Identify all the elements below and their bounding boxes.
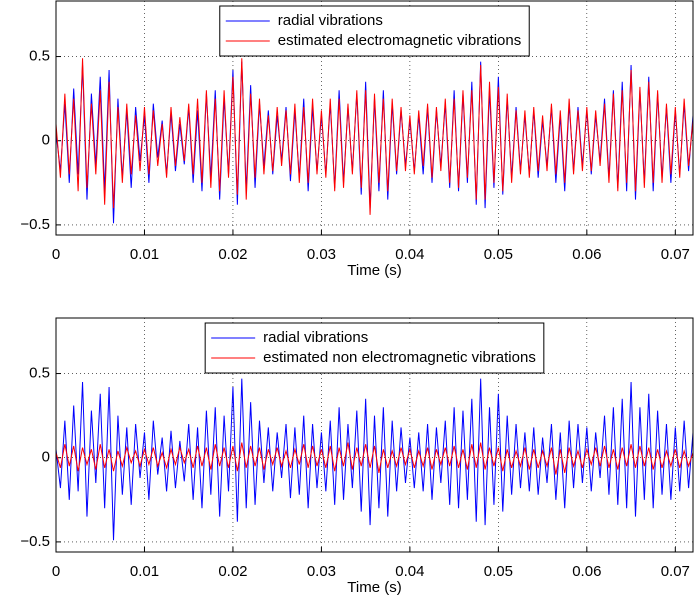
legend-label: estimated electromagnetic vibrations — [278, 32, 521, 49]
legend: radial vibrations estimated non electroma… — [204, 322, 545, 374]
x-tick-label: 0.02 — [218, 563, 247, 580]
x-tick-label: 0.07 — [661, 563, 690, 580]
y-tick-label: 0 — [42, 132, 50, 149]
x-axis-label: Time (s) — [347, 579, 401, 596]
x-tick-label: 0.01 — [130, 246, 159, 263]
x-tick-label: 0.06 — [572, 246, 601, 263]
y-tick-label: 0.5 — [29, 365, 50, 382]
legend-label: radial vibrations — [278, 12, 383, 29]
x-tick-label: 0.05 — [484, 563, 513, 580]
axes-frame — [55, 317, 694, 553]
series-line — [56, 378, 693, 541]
x-tick-label: 0.04 — [395, 563, 424, 580]
x-axis-label: Time (s) — [347, 262, 401, 279]
x-tick-label: 0.06 — [572, 563, 601, 580]
y-tick-label: 0.5 — [29, 48, 50, 65]
x-tick-label: 0.05 — [484, 246, 513, 263]
y-tick-label: −0.5 — [20, 216, 50, 233]
y-tick-label: 0 — [42, 449, 50, 466]
legend-box — [204, 322, 545, 374]
legend: radial vibrations estimated electromagnet… — [219, 5, 530, 57]
legend-box — [219, 5, 530, 57]
series-line — [56, 58, 693, 215]
x-tick-label: 0.04 — [395, 246, 424, 263]
legend-label: estimated non electromagnetic vibrations — [263, 349, 536, 366]
x-tick-label: 0.01 — [130, 563, 159, 580]
x-tick-label: 0.03 — [307, 563, 336, 580]
x-tick-label: 0 — [52, 246, 60, 263]
axes-frame — [55, 0, 694, 236]
series-line — [56, 442, 693, 475]
y-tick-label: −0.5 — [20, 533, 50, 550]
x-tick-label: 0.03 — [307, 246, 336, 263]
legend-label: radial vibrations — [263, 329, 368, 346]
x-tick-label: 0 — [52, 563, 60, 580]
x-tick-label: 0.07 — [661, 246, 690, 263]
x-tick-label: 0.02 — [218, 246, 247, 263]
